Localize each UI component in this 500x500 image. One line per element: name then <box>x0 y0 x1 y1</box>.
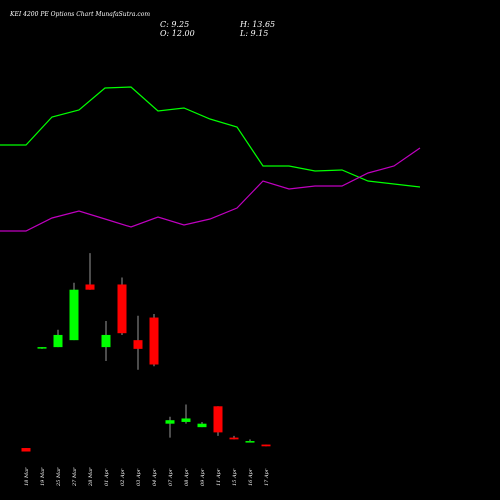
magenta-indicator-line <box>0 147 421 232</box>
date-label: 08 Apr <box>184 468 190 486</box>
date-label: 15 Apr <box>232 468 238 486</box>
candle-body <box>133 340 143 349</box>
date-label: 02 Apr <box>120 468 126 486</box>
candle-body <box>117 284 127 334</box>
candle-body <box>69 289 79 341</box>
date-label: 01 Apr <box>104 468 110 486</box>
date-label: 09 Apr <box>200 468 206 486</box>
date-label: 16 Apr <box>248 468 254 486</box>
candle-body <box>261 444 271 447</box>
open-label: O: 12.00 <box>160 29 195 38</box>
candle-body <box>197 423 207 428</box>
candle-body <box>37 347 47 349</box>
candle-body <box>85 284 95 290</box>
date-axis: 18 Mar 19 Mar 25 Mar 27 Mar 28 Mar 01 Apr 02 A… <box>24 467 270 487</box>
date-label: 18 Mar <box>24 467 30 486</box>
high-label: H: 13.65 <box>239 20 275 29</box>
candle-body <box>165 420 175 424</box>
candle-body <box>149 317 159 365</box>
close-label: C: 9.25 <box>160 20 189 29</box>
date-label: 28 Mar <box>88 467 94 487</box>
chart-title: KEI 4200 PE Options Chart MunafaSutra.co… <box>9 11 150 18</box>
date-label: 07 Apr <box>168 468 174 486</box>
date-label: 04 Apr <box>152 468 158 486</box>
candle-body <box>245 441 255 443</box>
date-label: 25 Mar <box>56 467 62 487</box>
candle-body <box>181 418 191 422</box>
low-label: L: 9.15 <box>239 29 268 38</box>
green-indicator-line <box>0 86 421 188</box>
date-label: 27 Mar <box>72 467 78 487</box>
date-label: 19 Mar <box>40 467 46 486</box>
candle-body <box>53 334 63 348</box>
candle-body <box>213 406 223 433</box>
date-label: 17 Apr <box>264 468 270 486</box>
candle-body <box>229 437 239 440</box>
indicator-lines <box>0 86 421 232</box>
candle-body <box>101 334 111 348</box>
candle-body <box>21 448 31 452</box>
date-label: 11 Apr <box>216 468 222 486</box>
candles <box>21 253 271 452</box>
date-label: 03 Apr <box>136 468 142 486</box>
